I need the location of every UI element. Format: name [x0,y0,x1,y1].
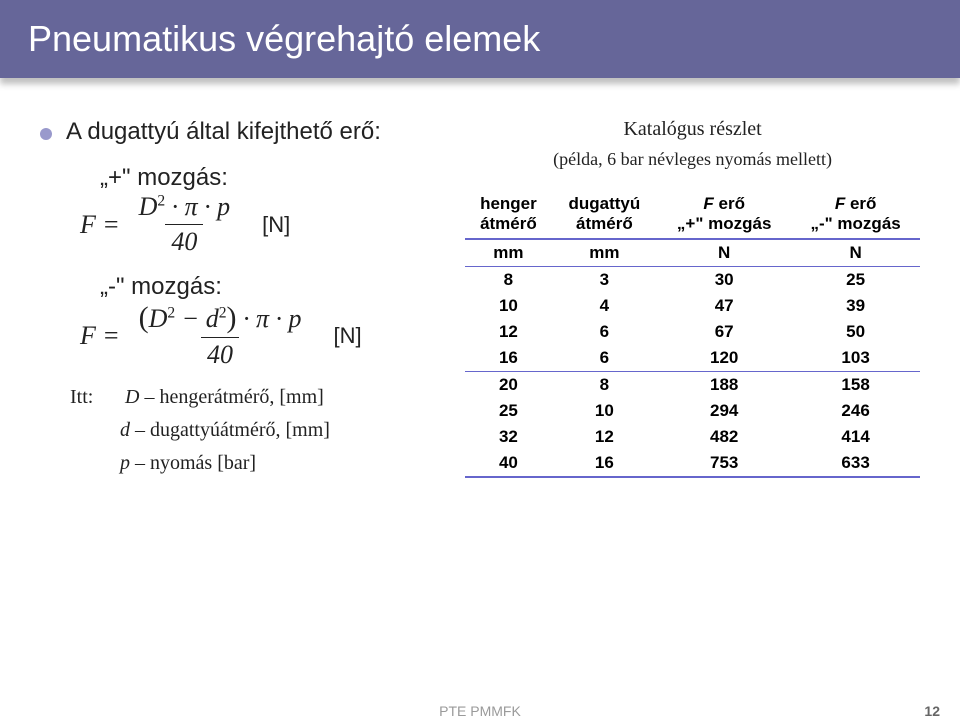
table-cell: 414 [791,424,920,450]
table-cell: N [657,239,791,267]
def-row: d – dugattyúátmérő, [mm] [120,419,465,442]
table-cell: 188 [657,372,791,399]
table-cell: 12 [465,319,551,345]
formula-eq: = [104,321,119,351]
table-cell: 32 [465,424,551,450]
table-row: 2510294246 [465,398,920,424]
table-cell: mm [552,239,657,267]
plus-motion-label: „+" mozgás: [100,164,465,192]
table-units-row: mmmmNN [465,239,920,267]
formula-F: F [80,210,96,240]
table-cell: 6 [552,319,657,345]
table-cell: 50 [791,319,920,345]
def-var: d [120,419,130,441]
table-cell: 25 [465,398,551,424]
fraction: D2 · π · p 40 [133,192,237,257]
fraction: (D2 − d2) · π · p 40 [133,301,308,370]
def-row: p – nyomás [bar] [120,452,465,475]
table-body: mmmmNN8330251044739126675016612010320818… [465,239,920,477]
def-var: p [120,452,130,474]
def-text: – dugattyúátmérő, [mm] [130,419,330,441]
unit-label: [N] [334,323,362,349]
table-cell: 4 [552,293,657,319]
table-row: 208188158 [465,372,920,399]
table-row: 833025 [465,267,920,294]
catalog-subtitle: (példa, 6 bar névleges nyomás mellett) [465,149,920,170]
formulas-column: A dugattyú által kifejthető erő: „+" moz… [40,108,465,485]
minus-motion-label: „-" mozgás: [100,273,465,301]
table-row: 3212482414 [465,424,920,450]
defs-label: Itt: [70,386,120,409]
table-cell: 30 [657,267,791,294]
catalog-table: hengerátmérődugattyúátmérőF erő„+" mozgá… [465,190,920,478]
table-cell: 482 [657,424,791,450]
table-cell: 16 [465,345,551,372]
table-row: 166120103 [465,345,920,372]
def-row: Itt: D – hengerátmérő, [mm] [70,386,465,409]
table-cell: 120 [657,345,791,372]
denominator: 40 [201,337,239,370]
table-cell: 40 [465,450,551,477]
catalog-title: Katalógus részlet [465,118,920,141]
title-bar: Pneumatikus végrehajtó elemek [0,0,960,78]
table-row: 1044739 [465,293,920,319]
table-cell: 16 [552,450,657,477]
numerator: (D2 − d2) · π · p [133,301,308,337]
table-cell: 8 [465,267,551,294]
table-cell: 25 [791,267,920,294]
table-header-row: hengerátmérődugattyúátmérőF erő„+" mozgá… [465,190,920,239]
table-cell: 39 [791,293,920,319]
unit-label: [N] [262,212,290,238]
page-title: Pneumatikus végrehajtó elemek [28,18,932,60]
table-row: 1266750 [465,319,920,345]
table-cell: mm [465,239,551,267]
def-var: D [125,386,139,408]
numerator: D2 · π · p [133,192,237,224]
table-cell: N [791,239,920,267]
table-header-cell: dugattyúátmérő [552,190,657,239]
table-cell: 3 [552,267,657,294]
bullet-text: A dugattyú által kifejthető erő: [66,118,381,146]
table-cell: 158 [791,372,920,399]
table-cell: 6 [552,345,657,372]
bullet-item: A dugattyú által kifejthető erő: [40,118,465,146]
footer-text: PTE PMMFK [0,703,960,719]
table-header-cell: F erő„-" mozgás [791,190,920,239]
catalog-column: Katalógus részlet (példa, 6 bar névleges… [465,108,920,485]
formula-plus: F = D2 · π · p 40 [N] [80,192,465,257]
definitions: Itt: D – hengerátmérő, [mm] d – dugattyú… [70,386,465,475]
formula-minus: F = (D2 − d2) · π · p 40 [N] [80,301,465,370]
table-cell: 103 [791,345,920,372]
table-cell: 246 [791,398,920,424]
table-cell: 20 [465,372,551,399]
bullet-icon [40,128,52,140]
table-cell: 294 [657,398,791,424]
table-cell: 8 [552,372,657,399]
page-number: 12 [924,703,940,719]
content-area: A dugattyú által kifejthető erő: „+" moz… [0,78,960,485]
def-text: – hengerátmérő, [mm] [139,386,323,408]
table-cell: 753 [657,450,791,477]
table-cell: 67 [657,319,791,345]
denominator: 40 [165,224,203,257]
table-row: 4016753633 [465,450,920,477]
table-cell: 10 [465,293,551,319]
formula-F: F [80,321,96,351]
def-text: – nyomás [bar] [130,452,256,474]
formula-eq: = [104,210,119,240]
table-head: hengerátmérődugattyúátmérőF erő„+" mozgá… [465,190,920,239]
table-cell: 10 [552,398,657,424]
table-cell: 12 [552,424,657,450]
table-header-cell: hengerátmérő [465,190,551,239]
table-cell: 633 [791,450,920,477]
table-header-cell: F erő„+" mozgás [657,190,791,239]
table-cell: 47 [657,293,791,319]
